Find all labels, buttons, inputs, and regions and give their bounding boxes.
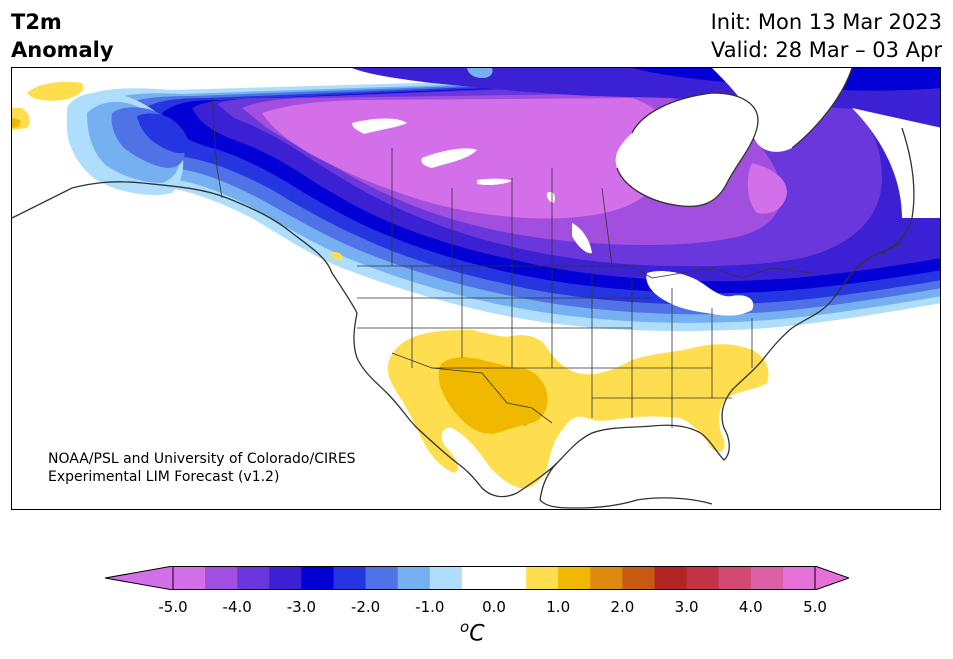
- colorbar-tick-label: -3.0: [286, 598, 317, 616]
- colorbar-segment: [365, 566, 399, 590]
- colorbar-segment: [494, 566, 527, 590]
- cold-core-5-east: [747, 163, 787, 214]
- colorbar-segment: [590, 566, 623, 590]
- alaska-cold-2: [137, 113, 190, 154]
- colorbar-segment: [205, 566, 238, 590]
- map-canvas: [12, 68, 940, 509]
- us-canada-border: [357, 265, 653, 279]
- credit-text: NOAA/PSL and University of Colorado/CIRE…: [48, 450, 356, 486]
- valid-date: Valid: 28 Mar – 03 Apr: [711, 38, 942, 62]
- unit-sup: o: [460, 618, 470, 636]
- lake-athabasca: [477, 178, 512, 185]
- labrador-coast: [791, 68, 853, 149]
- us-canada-east-border: [651, 267, 813, 279]
- colorbar-segment: [686, 566, 720, 590]
- alaska-border: [211, 97, 223, 199]
- colorbar-segment: [237, 566, 270, 590]
- colorbar-ticks: -5.0 -4.0 -3.0 -2.0 -1.0 0.0 1.0 2.0 3.0 4.0 5.0: [0, 598, 953, 618]
- anomaly-map: [11, 67, 941, 510]
- colorbar-segment: [654, 566, 688, 590]
- colorbar-tick-label: 4.0: [738, 598, 763, 616]
- colorbar-segment: [782, 566, 816, 590]
- colorbar-segment: [173, 566, 206, 590]
- colorbar-tick-label: -2.0: [350, 598, 381, 616]
- warm-1-region: [387, 330, 769, 489]
- lake-great-bear: [352, 118, 407, 134]
- colorbar-tick-label: 3.0: [674, 598, 699, 616]
- quebec-east-coast: [881, 127, 915, 254]
- state-borders-2: [432, 367, 732, 399]
- great-lakes: [646, 271, 754, 316]
- unit-base: C: [469, 621, 485, 647]
- us-mexico-border: [391, 352, 553, 424]
- arctic-light: [467, 68, 493, 78]
- baffin-region: [852, 108, 940, 218]
- pacific-coast: [12, 181, 518, 498]
- colorbar-segment: [718, 566, 752, 590]
- lake-reindeer: [546, 192, 555, 203]
- colorbar-tick-label: 1.0: [546, 598, 571, 616]
- atlantic-gulf-coast: [516, 242, 903, 494]
- colorbar-tick-label: -4.0: [222, 598, 252, 616]
- colorbar-under-arrow: [105, 566, 174, 590]
- colorbar-segment: [429, 566, 463, 590]
- mexico-south-coast: [539, 462, 713, 509]
- arctic-warm-1: [27, 81, 84, 101]
- warm-2-lobe: [510, 408, 528, 426]
- colorbar-tick-label: -5.0: [158, 598, 188, 616]
- colorbar-segment: [269, 566, 302, 590]
- borders: [211, 97, 813, 428]
- credit-line-2: Experimental LIM Forecast (v1.2): [48, 469, 280, 485]
- colorbar-tick-label: 5.0: [803, 598, 827, 616]
- colorbar-tick-label: -1.0: [415, 598, 445, 616]
- hudson-bay: [615, 93, 758, 207]
- province-borders: [391, 148, 613, 267]
- init-date: Init: Mon 13 Mar 2023: [710, 10, 942, 34]
- colorbar-segment: [397, 566, 431, 590]
- colorbar-segment: [558, 566, 591, 590]
- colorbar-tick-label: 0.0: [482, 598, 506, 616]
- colorbar-tick-label: 2.0: [610, 598, 635, 616]
- colorbar-segment: [526, 566, 559, 590]
- colorbar: [105, 566, 849, 590]
- pacific-warm: [330, 251, 343, 261]
- credit-line-1: NOAA/PSL and University of Colorado/CIRE…: [48, 451, 356, 467]
- title-line-1: T2m: [11, 10, 62, 34]
- hudson-bay-coast: [616, 92, 759, 208]
- colorbar-segment: [622, 566, 656, 590]
- colorbar-outline: [172, 566, 816, 590]
- coastlines: [12, 68, 915, 509]
- colorbar-segment: [750, 566, 784, 590]
- colorbar-segment: [333, 566, 367, 590]
- colorbar-over-arrow: [814, 566, 849, 590]
- lake-winnipeg: [572, 223, 592, 254]
- colorbar-segment: [461, 566, 495, 590]
- state-borders: [357, 266, 753, 428]
- lake-great-slave: [421, 148, 477, 168]
- title-line-2: Anomaly: [11, 38, 114, 62]
- colorbar-segment: [301, 566, 335, 590]
- colorbar-unit: oC: [460, 618, 485, 646]
- map-title: T2m Anomaly: [11, 8, 114, 64]
- arctic-warm-3: [12, 118, 21, 128]
- labrador-sea: [712, 68, 852, 152]
- forecast-dates: Init: Mon 13 Mar 2023 Valid: 28 Mar – 03…: [711, 8, 942, 64]
